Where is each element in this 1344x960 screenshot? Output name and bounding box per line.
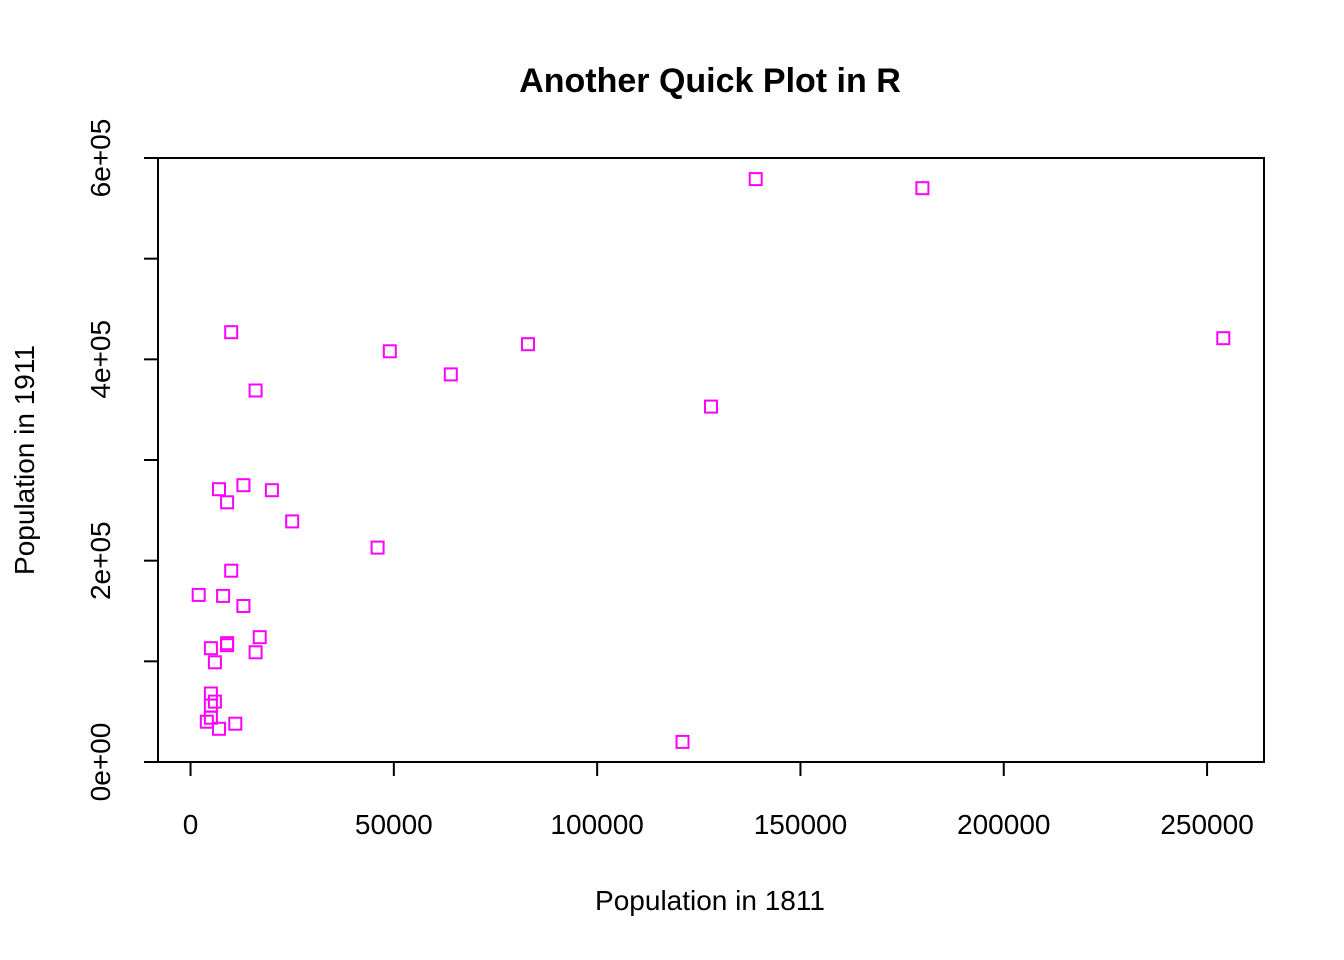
y-tick-label: 6e+05 [85, 119, 116, 198]
data-point [220, 495, 235, 510]
y-axis: 0e+00 2e+05 4e+05 6e+05 [85, 119, 159, 802]
data-point [212, 482, 226, 497]
data-points [191, 172, 1231, 749]
data-point [748, 172, 763, 187]
x-tick-label: 250000 [1160, 809, 1253, 840]
x-axis-label: Population in 1811 [595, 885, 825, 916]
y-tick-label: 2e+05 [85, 521, 116, 600]
x-tick-label: 0 [183, 809, 199, 840]
chart-title: Another Quick Plot in R [519, 62, 901, 100]
data-point [199, 714, 214, 729]
data-point [248, 645, 263, 660]
data-point [915, 181, 930, 196]
data-point [224, 563, 239, 578]
x-tick-label: 50000 [355, 809, 433, 840]
data-point [285, 514, 300, 529]
data-point [207, 694, 222, 709]
data-point [370, 540, 385, 555]
data-point [236, 599, 251, 613]
y-tick-label: 0e+00 [85, 723, 116, 802]
y-axis-label: Population in 1911 [9, 345, 40, 575]
plot-frame [157, 157, 1265, 763]
data-point [382, 344, 397, 359]
data-point [203, 698, 218, 713]
data-point [216, 588, 231, 603]
data-point [675, 734, 690, 749]
data-point [236, 478, 251, 493]
x-tick-label: 150000 [754, 809, 847, 840]
data-point [228, 716, 243, 731]
data-point [203, 641, 218, 656]
data-point [521, 337, 535, 352]
data-point [1216, 331, 1231, 346]
y-tick-label: 4e+05 [85, 320, 116, 399]
x-tick-label: 200000 [957, 809, 1050, 840]
x-axis: 0 50000 100000 150000 200000 250000 [183, 761, 1254, 840]
data-point [191, 587, 206, 602]
data-point [203, 686, 218, 701]
data-point [248, 383, 263, 398]
data-point [220, 636, 235, 651]
data-point [264, 483, 279, 498]
x-tick-label: 100000 [550, 809, 643, 840]
data-point [207, 655, 222, 670]
data-point [704, 399, 718, 414]
data-point [443, 367, 458, 382]
data-point [252, 630, 267, 645]
data-point [212, 721, 226, 736]
data-point [224, 325, 239, 340]
